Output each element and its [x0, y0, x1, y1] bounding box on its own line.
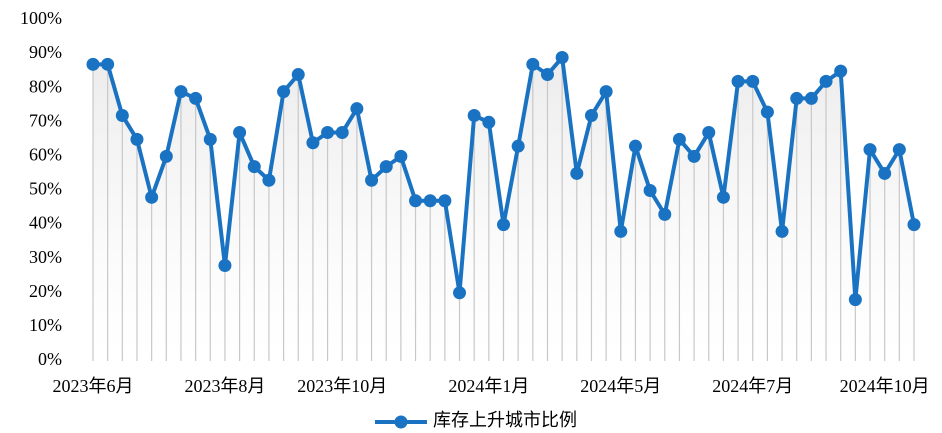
- y-tick-label: 20%: [29, 281, 62, 301]
- point: [233, 126, 247, 140]
- point: [804, 91, 818, 105]
- point: [86, 57, 100, 71]
- point: [365, 173, 379, 187]
- point: [335, 126, 349, 140]
- point: [848, 293, 862, 307]
- point: [775, 224, 789, 238]
- point: [379, 160, 393, 174]
- point: [350, 102, 364, 116]
- point: [291, 68, 305, 82]
- y-tick-label: 40%: [29, 213, 62, 233]
- point: [526, 57, 540, 71]
- point: [467, 108, 481, 122]
- point: [907, 218, 921, 232]
- point: [247, 160, 261, 174]
- point: [643, 184, 657, 197]
- x-tick-label: 2023年8月: [184, 376, 265, 396]
- point: [453, 286, 467, 300]
- point: [218, 259, 232, 273]
- x-tick-label: 2024年5月: [580, 376, 661, 396]
- y-tick-label: 60%: [29, 145, 62, 165]
- y-tick-label: 50%: [29, 179, 62, 199]
- point: [672, 132, 686, 146]
- point: [878, 166, 892, 180]
- point: [584, 108, 598, 122]
- point: [511, 139, 525, 153]
- point: [702, 126, 716, 140]
- point: [614, 224, 628, 238]
- point: [658, 207, 672, 221]
- point: [540, 68, 554, 82]
- point: [687, 149, 701, 163]
- point: [277, 85, 291, 99]
- point: [819, 74, 833, 88]
- point: [262, 173, 276, 187]
- point: [130, 132, 144, 146]
- y-tick-label: 80%: [29, 76, 62, 96]
- point: [716, 190, 730, 204]
- point: [306, 136, 320, 150]
- y-tick-label: 10%: [29, 315, 62, 335]
- point: [438, 194, 452, 208]
- y-tick-label: 30%: [29, 247, 62, 267]
- point: [863, 143, 877, 157]
- point: [760, 105, 774, 119]
- point: [746, 74, 760, 88]
- point: [834, 64, 848, 78]
- y-tick-label: 0%: [38, 349, 62, 369]
- point: [394, 149, 408, 163]
- y-tick-label: 70%: [29, 110, 62, 130]
- y-tick-label: 90%: [29, 42, 62, 62]
- point: [159, 149, 173, 163]
- point: [203, 132, 217, 146]
- point: [101, 57, 115, 71]
- point: [570, 166, 584, 180]
- point: [115, 108, 129, 122]
- point: [409, 194, 423, 208]
- point: [892, 143, 906, 157]
- point: [628, 139, 642, 153]
- x-tick-label: 2023年10月: [297, 376, 387, 396]
- x-tick-label: 2024年1月: [448, 376, 529, 396]
- point: [599, 85, 613, 99]
- point: [482, 115, 496, 129]
- legend-label: 库存上升城市比例: [433, 410, 577, 430]
- point: [174, 85, 188, 99]
- point: [497, 218, 510, 232]
- x-tick-label: 2024年7月: [712, 376, 793, 396]
- point: [189, 91, 203, 105]
- y-tick-label: 100%: [20, 8, 62, 28]
- legend-marker: [394, 415, 408, 429]
- x-tick-label: 2024年10月: [840, 376, 930, 396]
- point: [321, 126, 335, 140]
- point: [790, 91, 804, 105]
- point: [731, 74, 745, 88]
- x-tick-label: 2023年6月: [53, 376, 134, 396]
- point: [555, 51, 569, 65]
- point: [145, 190, 159, 204]
- point: [423, 194, 437, 208]
